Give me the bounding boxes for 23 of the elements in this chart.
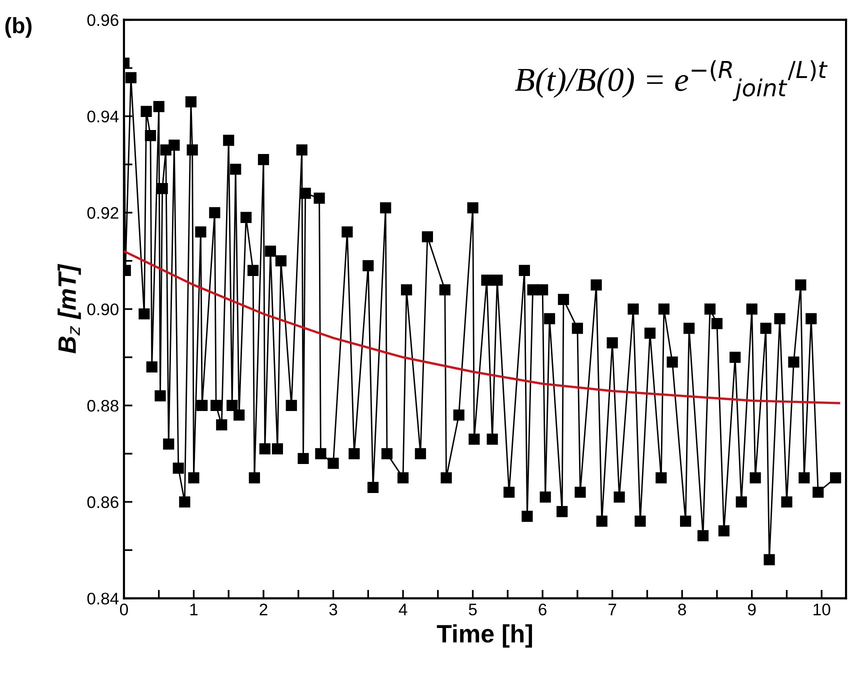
x-tick-label: 9 xyxy=(748,604,756,616)
x-tick-label: 10 xyxy=(814,604,830,616)
y-tick-label: 0.86 xyxy=(87,496,118,508)
annotation: B(t)/B(0) = e$^{−(R}$$_{joint}$$^{/L)t}$ xyxy=(514,60,828,102)
x-tick-label: 3 xyxy=(329,604,338,616)
x-tick-label: 6 xyxy=(538,604,546,616)
x-tick-label: 8 xyxy=(678,604,686,616)
y-tick-label: 0.84 xyxy=(87,592,119,605)
y-tick-label: 0.88 xyxy=(87,400,118,412)
y-tick-label: 0.92 xyxy=(87,207,118,219)
x-tick-label: 7 xyxy=(608,604,616,616)
x-tick-label: 1 xyxy=(190,604,198,616)
x-tick-label: 5 xyxy=(468,604,477,616)
y-tick-label: 0.90 xyxy=(87,303,118,316)
x-tick-label: 4 xyxy=(398,604,408,616)
y-axis-title: B$_{z}$ [mT] xyxy=(58,264,81,354)
chart-title: (b) xyxy=(5,17,32,38)
line-series xyxy=(124,250,840,404)
x-tick-label: 2 xyxy=(260,604,268,616)
x-tick-label: 0 xyxy=(120,604,128,616)
y-tick-label: 0.94 xyxy=(87,110,119,122)
x-axis-title: Time [h] xyxy=(436,624,532,648)
y-tick-label: 0.96 xyxy=(87,14,118,26)
